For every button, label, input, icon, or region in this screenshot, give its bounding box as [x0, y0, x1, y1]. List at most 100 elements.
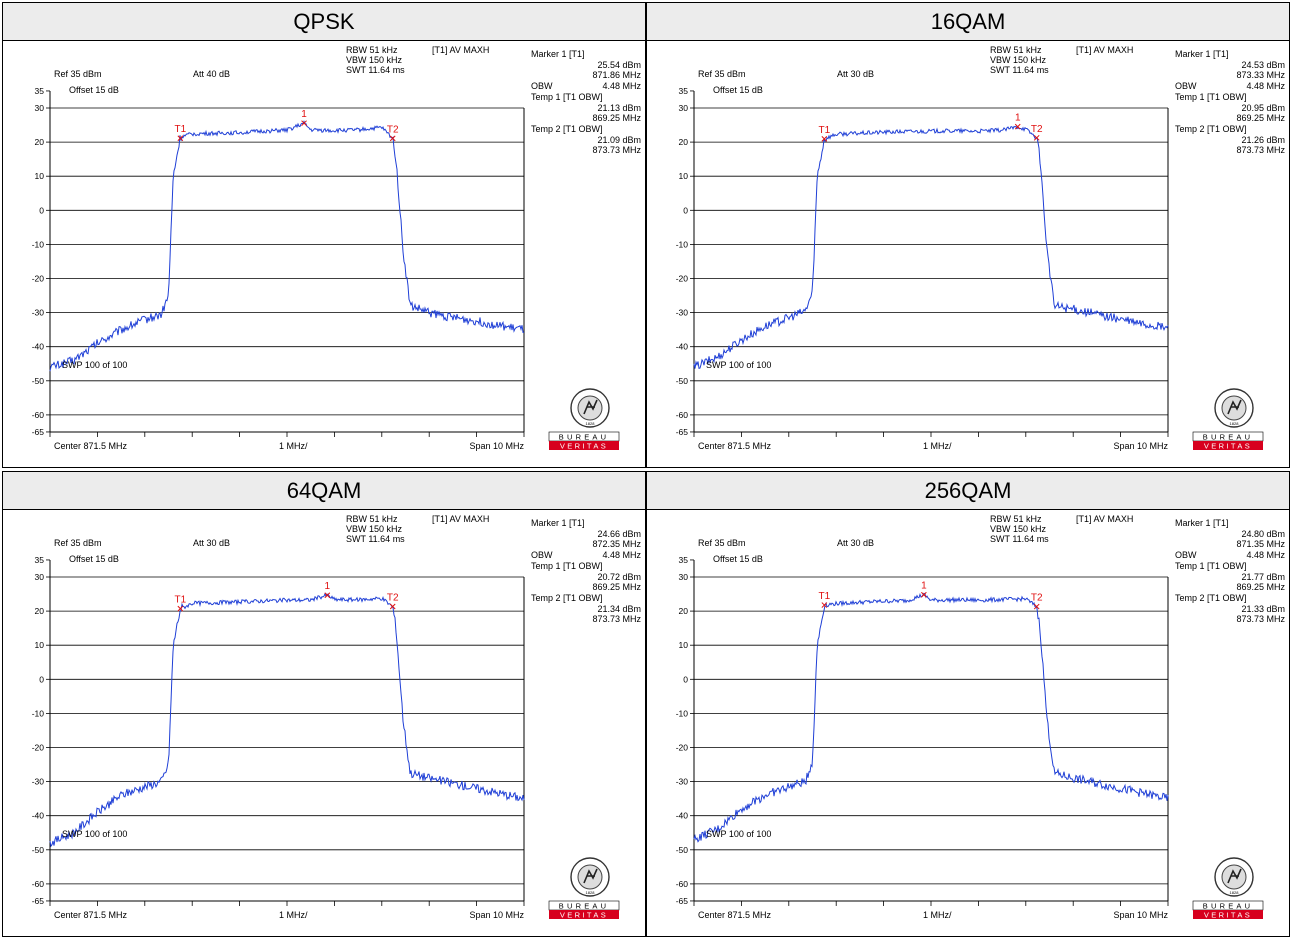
offset-label: Offset 15 dB	[713, 554, 763, 564]
seal-year: 1828	[586, 890, 596, 895]
logo-bottom-band	[549, 441, 619, 450]
y-tick-label: -60	[676, 879, 689, 889]
center-freq-label: Center 871.5 MHz	[698, 441, 772, 451]
spectrum-trace	[49, 592, 525, 848]
y-tick-label: -60	[32, 410, 45, 420]
marker-point	[301, 120, 307, 127]
y-tick-label: 10	[35, 171, 45, 181]
logo-word-bureau: BUREAU	[1203, 902, 1253, 911]
marker-label: T2	[1031, 124, 1043, 135]
logo-word-bureau: BUREAU	[559, 902, 609, 911]
marker1-title: Marker 1 [T1]	[531, 49, 585, 59]
marker-1: 1	[921, 581, 927, 598]
temp1-title: Temp 1 [T1 OBW]	[1175, 92, 1247, 102]
temp2-title: Temp 2 [T1 OBW]	[1175, 593, 1247, 603]
y-tick-label: -65	[32, 427, 45, 437]
spectrum-trace	[693, 592, 1169, 843]
offset-label: Offset 15 dB	[69, 85, 119, 95]
vbw-label: VBW 150 kHz	[346, 55, 403, 65]
temp1-level: 21.77 dBm	[1241, 572, 1285, 582]
y-tick-label: 35	[679, 86, 689, 96]
seal-outer-ring	[1214, 388, 1254, 428]
seal-year: 1828	[1230, 421, 1240, 426]
y-tick-label: 20	[679, 137, 689, 147]
marker-label: 1	[1015, 113, 1021, 124]
marker-label: T2	[387, 593, 399, 604]
temp2-level: 21.09 dBm	[597, 135, 641, 145]
seal-figure-icon	[583, 399, 598, 415]
marker1-level: 24.53 dBm	[1241, 60, 1285, 70]
vbw-label: VBW 150 kHz	[346, 524, 403, 534]
marker1-title: Marker 1 [T1]	[1175, 49, 1229, 59]
rbw-label: RBW 51 kHz	[990, 45, 1042, 55]
rbw-label: RBW 51 kHz	[990, 514, 1042, 524]
marker-point	[1014, 123, 1021, 130]
temp1-level: 21.13 dBm	[597, 103, 641, 113]
y-tick-label: -10	[32, 239, 45, 249]
y-tick-label: -40	[32, 811, 45, 821]
marker-t2: T2	[387, 124, 399, 142]
temp2-level: 21.34 dBm	[597, 604, 641, 614]
marker-point	[324, 592, 331, 599]
y-tick-label: -10	[676, 708, 689, 718]
marker1-level: 24.80 dBm	[1241, 529, 1285, 539]
marker-t1: T1	[819, 125, 831, 142]
marker-point	[389, 603, 396, 610]
obw-value: 4.48 MHz	[1246, 81, 1285, 91]
sweep-count-label: SWP 100 of 100	[706, 360, 771, 370]
logo-word-veritas: VERITAS	[560, 911, 608, 920]
obw-value: 4.48 MHz	[602, 81, 641, 91]
y-tick-label: -10	[676, 239, 689, 249]
panel-16qam: 16QAM RBW 51 kHz VBW 150 kHz SWT 11.64 ms [T…	[646, 2, 1290, 468]
span-label: Span 10 MHz	[1113, 910, 1168, 920]
seal-year: 1828	[1230, 890, 1240, 895]
panel-title: 64QAM	[3, 472, 645, 510]
temp2-title: Temp 2 [T1 OBW]	[531, 593, 603, 603]
per-div-label: 1 MHz/	[923, 910, 952, 920]
temp2-freq: 873.73 MHz	[1236, 145, 1285, 155]
marker-label: T1	[175, 595, 187, 606]
marker-t1: T1	[819, 591, 831, 608]
y-tick-label: -50	[676, 376, 689, 386]
trace-mode-label: [T1] AV MAXH	[432, 514, 489, 524]
logo-bottom-band	[1193, 910, 1263, 919]
y-tick-label: 35	[679, 555, 689, 565]
per-div-label: 1 MHz/	[279, 441, 308, 451]
marker-point	[177, 605, 184, 612]
marker-label: 1	[325, 581, 331, 592]
obw-label: OBW	[1175, 550, 1197, 560]
y-tick-label: -10	[32, 708, 45, 718]
y-tick-label: -50	[32, 376, 45, 386]
marker-point	[921, 591, 927, 598]
temp1-freq: 869.25 MHz	[1236, 113, 1285, 123]
seal-year: 1828	[586, 421, 596, 426]
seal-outer-ring	[570, 388, 610, 428]
marker-point	[821, 136, 828, 142]
temp1-title: Temp 1 [T1 OBW]	[1175, 561, 1247, 571]
temp1-level: 20.72 dBm	[597, 572, 641, 582]
y-tick-label: -40	[32, 342, 45, 352]
attenuation-label: Att 30 dB	[837, 69, 874, 79]
swt-label: SWT 11.64 ms	[346, 65, 405, 75]
y-tick-label: -20	[32, 743, 45, 753]
y-tick-label: -65	[676, 896, 689, 906]
y-tick-label: -30	[676, 777, 689, 787]
attenuation-label: Att 30 dB	[193, 538, 230, 548]
y-tick-label: -50	[676, 845, 689, 855]
offset-label: Offset 15 dB	[69, 554, 119, 564]
y-tick-label: 30	[679, 572, 689, 582]
marker1-level: 25.54 dBm	[597, 60, 641, 70]
marker-label: 1	[921, 581, 927, 592]
ref-level-label: Ref 35 dBm	[698, 538, 746, 548]
obw-label: OBW	[531, 550, 553, 560]
panel-64qam: 64QAM RBW 51 kHz VBW 150 kHz SWT 11.64 ms [T…	[2, 471, 646, 937]
temp1-freq: 869.25 MHz	[592, 582, 641, 592]
marker-t1: T1	[175, 595, 187, 612]
sweep-count-label: SWP 100 of 100	[62, 360, 127, 370]
marker-1: 1	[301, 109, 307, 127]
y-tick-label: -40	[676, 811, 689, 821]
seal-inner-ring	[1221, 864, 1247, 890]
